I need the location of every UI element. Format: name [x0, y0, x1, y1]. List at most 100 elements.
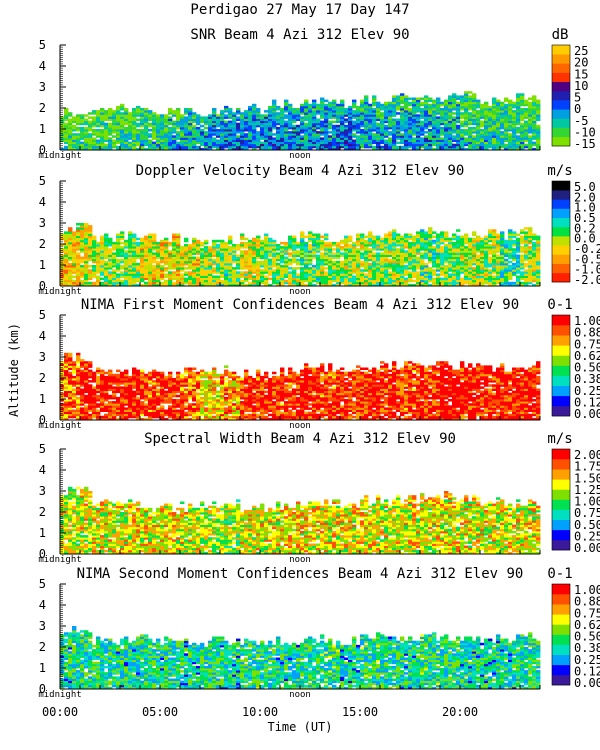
heatmap-cell: [472, 277, 477, 281]
heatmap-cell: [108, 122, 113, 126]
heatmap-cell: [400, 139, 405, 142]
heatmap-cell: [284, 281, 289, 285]
heatmap-cell: [448, 133, 453, 136]
heatmap-cell: [484, 258, 489, 262]
heatmap-cell: [524, 135, 529, 138]
heatmap-cell: [280, 137, 285, 140]
heatmap-cell: [352, 283, 357, 287]
heatmap-cell: [204, 131, 209, 134]
heatmap-cell: [356, 147, 361, 151]
heatmap-cell: [84, 273, 89, 276]
heatmap-cell: [304, 254, 309, 257]
heatmap-cell: [456, 267, 461, 270]
heatmap-cell: [408, 260, 413, 264]
heatmap-cell: [412, 126, 417, 130]
heatmap-cell: [360, 101, 365, 105]
heatmap-cell: [260, 147, 265, 151]
heatmap-cell: [416, 262, 421, 266]
heatmap-cell: [168, 145, 173, 149]
heatmap-cell: [128, 283, 133, 287]
heatmap-cell: [64, 283, 69, 287]
heatmap-cell: [272, 277, 277, 281]
heatmap-cell: [304, 258, 309, 262]
heatmap-cell: [404, 252, 409, 255]
heatmap-cell: [320, 124, 325, 128]
heatmap-cell: [260, 241, 265, 245]
heatmap-cell: [384, 129, 389, 132]
heatmap-cell: [496, 273, 501, 276]
heatmap-cell: [324, 250, 329, 253]
heatmap-cell: [340, 273, 345, 276]
heatmap-cell: [516, 101, 521, 105]
heatmap-cell: [244, 129, 249, 132]
heatmap-cell: [308, 262, 313, 266]
heatmap-cell: [168, 283, 173, 287]
heatmap-cell: [260, 265, 265, 268]
heatmap-cell: [88, 244, 93, 247]
heatmap-cell: [80, 250, 85, 253]
heatmap-cell: [420, 256, 425, 260]
heatmap-cell: [244, 258, 249, 262]
heatmap-cell: [88, 229, 93, 232]
heatmap-cell: [472, 135, 477, 138]
heatmap-cell: [112, 283, 117, 287]
heatmap-cell: [376, 271, 381, 274]
heatmap-cell: [148, 241, 153, 245]
heatmap-cell: [404, 283, 409, 287]
heatmap-cell: [368, 131, 373, 134]
heatmap-cell: [516, 118, 521, 121]
heatmap-cell: [368, 133, 373, 136]
heatmap-cell: [376, 126, 381, 130]
heatmap-cell: [436, 246, 441, 249]
heatmap-cell: [160, 131, 165, 134]
heatmap-cell: [504, 283, 509, 287]
heatmap-cell: [508, 118, 513, 121]
heatmap-cell: [312, 129, 317, 132]
heatmap-cell: [460, 133, 465, 136]
heatmap-cell: [452, 139, 457, 142]
heatmap-cell: [76, 281, 81, 285]
heatmap-cell: [84, 135, 89, 138]
heatmap-cell: [260, 254, 265, 257]
heatmap-cell: [412, 265, 417, 268]
heatmap-cell: [276, 131, 281, 134]
heatmap-cell: [248, 271, 253, 274]
heatmap-cell: [384, 244, 389, 247]
heatmap-cell: [288, 103, 293, 107]
heatmap-cell: [244, 279, 249, 283]
heatmap-cell: [220, 252, 225, 255]
heatmap-cell: [472, 258, 477, 262]
heatmap-cell: [76, 229, 81, 232]
heatmap-cell: [324, 139, 329, 142]
heatmap-cell: [484, 269, 489, 272]
heatmap-cell: [132, 265, 137, 268]
heatmap-cell: [160, 137, 165, 140]
heatmap-cell: [364, 103, 369, 107]
heatmap-cell: [160, 239, 165, 243]
heatmap-cell: [424, 239, 429, 243]
heatmap-cell: [156, 124, 161, 128]
heatmap-cell: [92, 252, 97, 255]
heatmap-cell: [356, 122, 361, 126]
heatmap-cell: [444, 269, 449, 272]
heatmap-cell: [320, 108, 325, 111]
heatmap-cell: [448, 269, 453, 272]
heatmap-cell: [140, 147, 145, 151]
heatmap-cell: [176, 131, 181, 134]
heatmap-cell: [476, 269, 481, 272]
heatmap-cell: [204, 275, 209, 278]
heatmap-cell: [328, 279, 333, 283]
heatmap-cell: [60, 133, 65, 136]
heatmap-cell: [96, 281, 101, 285]
heatmap-cell: [400, 258, 405, 262]
heatmap-cell: [276, 133, 281, 136]
heatmap-cell: [220, 133, 225, 136]
heatmap-cell: [368, 244, 373, 247]
heatmap-cell: [360, 139, 365, 142]
heatmap-cell: [516, 93, 521, 96]
heatmap-cell: [420, 120, 425, 124]
heatmap-cell: [188, 110, 193, 113]
heatmap-cell: [344, 275, 349, 278]
heatmap-cell: [504, 275, 509, 278]
heatmap-cell: [108, 118, 113, 121]
